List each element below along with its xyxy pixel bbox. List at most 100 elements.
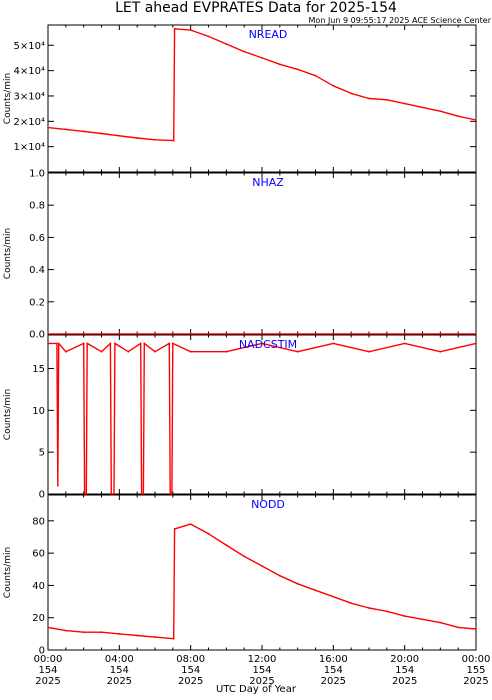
x-tick-label: 154 xyxy=(110,665,129,676)
x-tick-label: 154 xyxy=(38,665,57,676)
series-line-nread xyxy=(47,28,477,142)
y-tick-label: 0 xyxy=(39,646,45,657)
data-point xyxy=(385,98,388,101)
data-point xyxy=(368,97,370,100)
data-point xyxy=(127,350,130,353)
data-point xyxy=(243,555,246,558)
data-point xyxy=(439,621,442,624)
data-point xyxy=(100,132,103,135)
x-axis-title: UTC Day of Year xyxy=(216,684,297,695)
data-point xyxy=(154,636,156,638)
data-point xyxy=(154,350,156,353)
x-tick-label: 2025 xyxy=(178,676,203,687)
x-tick-label: 00:00 xyxy=(34,654,63,665)
x-axis-tick-labels: 00:00154202504:00154202508:00154202512:0… xyxy=(34,654,491,687)
y-tick-label: 0.4 xyxy=(29,265,45,276)
data-point xyxy=(457,115,460,118)
data-point xyxy=(154,138,156,141)
panel-title: NHAZ xyxy=(252,176,284,189)
data-point xyxy=(296,582,299,585)
data-point xyxy=(64,350,67,353)
data-point xyxy=(475,119,477,121)
x-tick-label: 155 xyxy=(466,665,485,676)
data-point xyxy=(368,607,370,609)
data-point xyxy=(207,35,210,38)
data-point xyxy=(114,342,116,345)
y-tick-label: 5 xyxy=(39,448,45,459)
data-point xyxy=(261,57,263,59)
x-tick-label: 2025 xyxy=(35,676,60,687)
series-line-nodd xyxy=(47,523,477,640)
data-point xyxy=(225,350,228,353)
data-point xyxy=(332,84,335,87)
data-point xyxy=(169,493,172,495)
data-point xyxy=(403,615,406,617)
panel-frame xyxy=(47,172,477,335)
data-point xyxy=(189,29,192,31)
data-point xyxy=(189,350,192,353)
data-point xyxy=(57,342,60,345)
x-tick-label: 16:00 xyxy=(319,654,348,665)
x-tick-label: 20:00 xyxy=(390,654,419,665)
data-point xyxy=(173,27,176,30)
data-point xyxy=(368,350,370,353)
y-tick-label: 10 xyxy=(32,406,45,417)
y-tick-label: 0.2 xyxy=(29,297,45,308)
data-point xyxy=(47,342,49,345)
data-point xyxy=(314,74,317,77)
x-tick-label: 00:00 xyxy=(462,654,491,665)
data-point xyxy=(314,589,317,592)
data-point xyxy=(142,493,145,495)
x-tick-label: 154 xyxy=(252,665,271,676)
data-point xyxy=(47,626,49,629)
data-point xyxy=(110,493,113,495)
data-point xyxy=(172,637,175,640)
x-tick-label: 12:00 xyxy=(248,654,277,665)
x-tick-label: 154 xyxy=(181,665,200,676)
y-tick-label: 0 xyxy=(39,490,45,501)
y-axis-label: Counts/min xyxy=(3,389,13,440)
series-line-nadcstim xyxy=(48,342,477,495)
data-point xyxy=(278,63,281,66)
data-point xyxy=(296,350,299,353)
y-tick-label: 0.8 xyxy=(29,201,45,212)
x-tick-label: 154 xyxy=(395,665,414,676)
data-point xyxy=(332,595,335,598)
data-point xyxy=(85,493,88,495)
y-tick-label: 3×10⁴ xyxy=(14,91,45,102)
x-tick-label: 2025 xyxy=(392,676,417,687)
data-point xyxy=(86,342,89,345)
data-point xyxy=(83,493,86,495)
y-tick-label: 80 xyxy=(32,516,45,527)
data-point xyxy=(113,493,115,495)
panel-frame xyxy=(47,24,477,173)
data-point xyxy=(278,574,281,577)
data-point xyxy=(143,342,146,345)
data-point xyxy=(82,342,85,345)
data-point xyxy=(385,610,388,613)
data-point xyxy=(350,92,353,95)
data-point xyxy=(47,126,49,129)
data-point xyxy=(475,333,477,335)
y-tick-label: 15 xyxy=(32,364,45,375)
y-tick-label: 0.0 xyxy=(29,330,45,341)
data-point xyxy=(118,134,121,137)
data-point xyxy=(421,618,424,621)
data-point xyxy=(225,544,228,546)
chart-subtitle: Mon Jun 9 09:55:17 2025 ACE Science Cent… xyxy=(309,16,492,25)
y-tick-label: 0.6 xyxy=(29,233,45,244)
y-axis-label: Counts/min xyxy=(3,228,13,279)
data-point xyxy=(118,633,121,635)
y-tick-label: 5×10⁴ xyxy=(14,41,45,52)
panel-nread: 1×10⁴ 2×10⁴ 3×10⁴ 4×10⁴ 5×10⁴ Counts/min NREAD xyxy=(3,24,477,173)
y-tick-label: 2×10⁴ xyxy=(14,117,45,128)
data-point xyxy=(171,342,174,345)
data-point xyxy=(109,342,112,345)
data-point xyxy=(261,565,263,567)
data-point xyxy=(64,629,67,632)
y-axis-label: Counts/min xyxy=(3,73,13,124)
data-point xyxy=(82,130,85,133)
x-tick-label: 08:00 xyxy=(176,654,205,665)
data-point xyxy=(421,106,424,109)
